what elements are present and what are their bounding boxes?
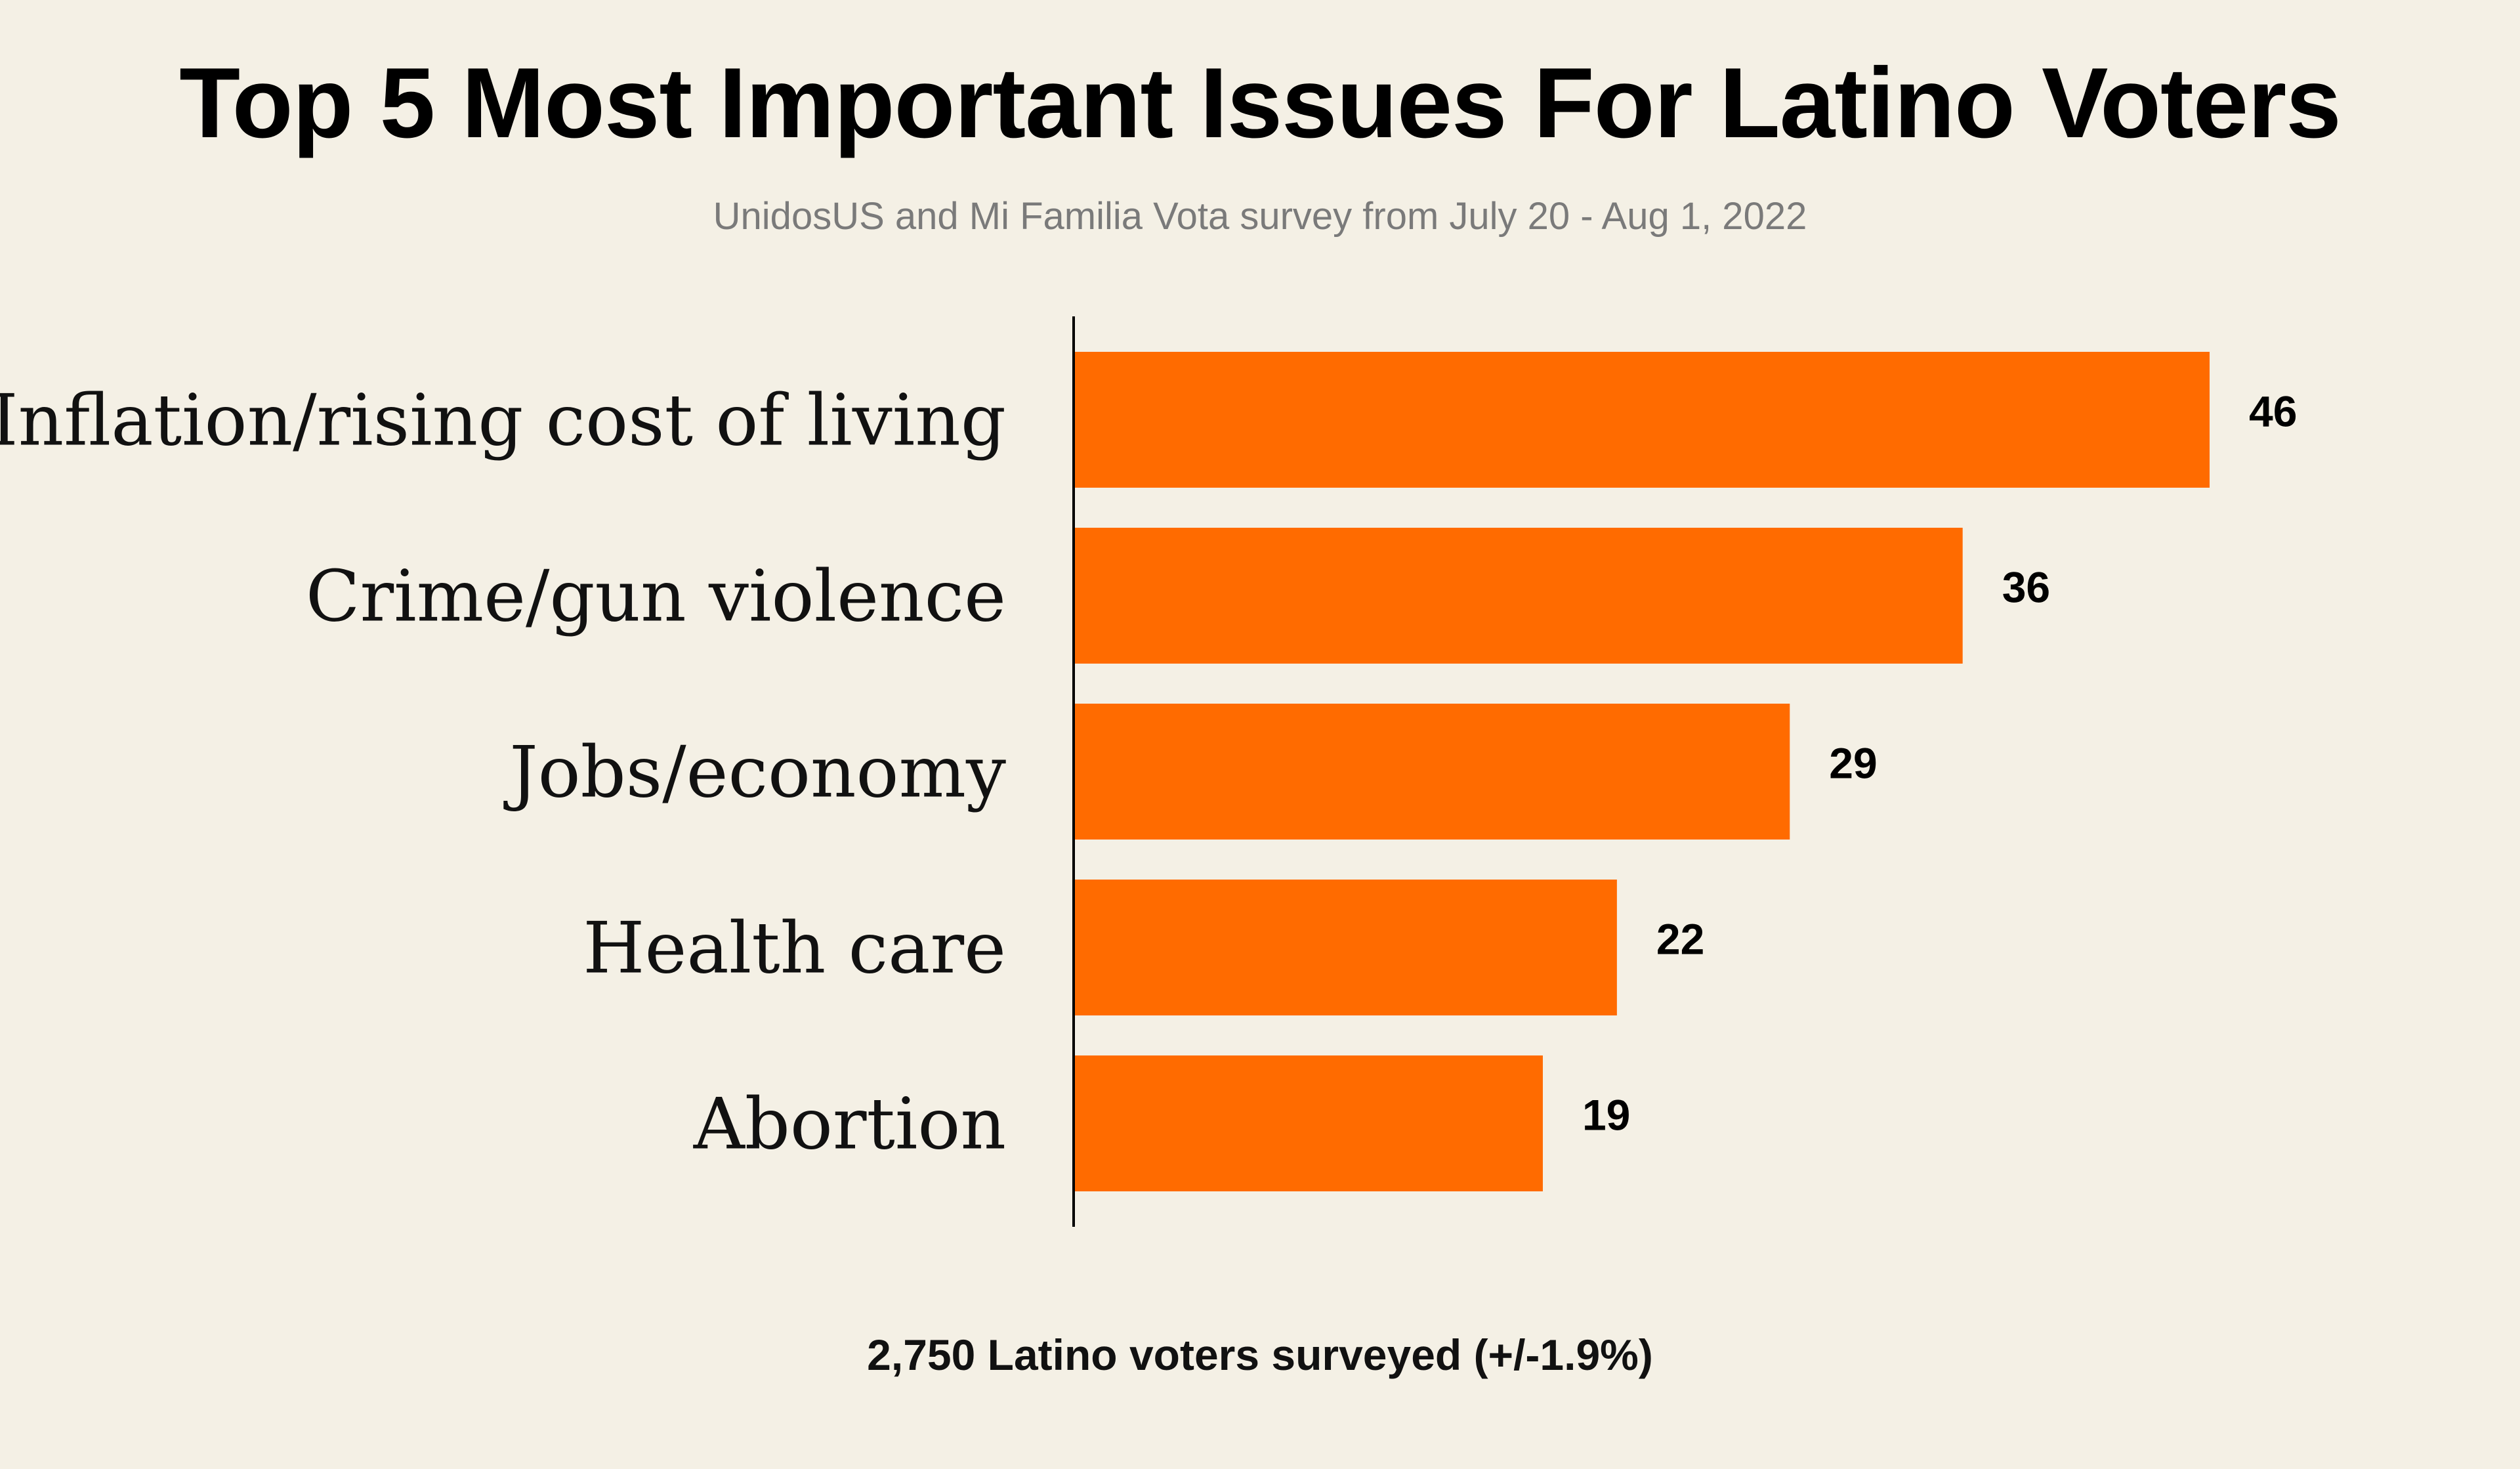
category-label: Jobs/economy: [503, 732, 1006, 814]
chart-footnote: 2,750 Latino voters surveyed (+/-1.9%): [867, 1331, 1653, 1379]
bar: [1074, 1055, 1543, 1191]
category-label: Crime/gun violence: [306, 556, 1006, 638]
chart-subtitle: UnidosUS and Mi Familia Vota survey from…: [713, 195, 1807, 238]
value-label: 36: [2002, 563, 2050, 612]
bar: [1074, 528, 1963, 664]
value-label: 29: [1829, 739, 1877, 788]
bar: [1074, 704, 1790, 840]
category-label: Abortion: [693, 1084, 1006, 1166]
chart-title: Top 5 Most Important Issues For Latino V…: [179, 47, 2342, 159]
bar: [1074, 352, 2210, 488]
value-label: 46: [2249, 387, 2297, 436]
value-label: 19: [1582, 1091, 1630, 1139]
category-label: Health care: [583, 908, 1006, 990]
value-label: 22: [1656, 915, 1704, 964]
bar: [1074, 880, 1617, 1015]
category-label: Inflation/rising cost of living: [0, 380, 1006, 462]
